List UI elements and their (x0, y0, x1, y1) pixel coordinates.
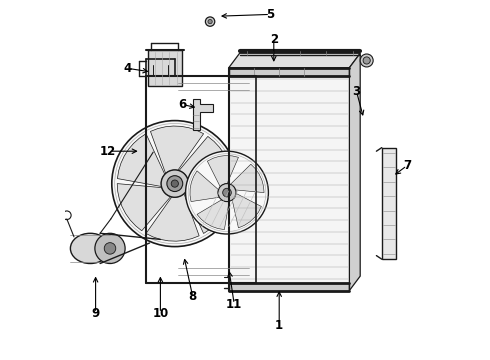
Text: 2: 2 (270, 33, 278, 46)
Polygon shape (232, 193, 261, 228)
Polygon shape (185, 181, 232, 234)
Circle shape (205, 17, 215, 26)
Text: 4: 4 (124, 62, 132, 75)
Polygon shape (349, 53, 360, 291)
Text: 10: 10 (152, 307, 169, 320)
Circle shape (208, 19, 212, 24)
Circle shape (186, 151, 269, 234)
Text: 5: 5 (266, 8, 274, 21)
Circle shape (363, 57, 370, 64)
Polygon shape (197, 200, 229, 230)
Polygon shape (229, 283, 349, 291)
Polygon shape (230, 164, 264, 193)
Text: 3: 3 (352, 85, 361, 98)
Text: 9: 9 (92, 307, 100, 320)
Text: 7: 7 (403, 159, 411, 172)
Circle shape (161, 170, 189, 197)
Circle shape (360, 54, 373, 67)
Polygon shape (382, 148, 396, 259)
Polygon shape (179, 136, 232, 184)
Polygon shape (229, 76, 349, 283)
Circle shape (222, 188, 231, 197)
Polygon shape (229, 68, 349, 76)
Circle shape (95, 233, 125, 264)
Text: 1: 1 (275, 319, 283, 332)
Text: 12: 12 (100, 145, 116, 158)
Polygon shape (193, 99, 213, 130)
Polygon shape (148, 50, 182, 86)
Circle shape (218, 184, 236, 202)
Circle shape (171, 180, 178, 187)
Text: 11: 11 (226, 298, 243, 311)
Circle shape (112, 121, 238, 247)
Text: 8: 8 (189, 291, 197, 303)
Polygon shape (207, 156, 239, 187)
Polygon shape (190, 171, 220, 202)
Polygon shape (117, 184, 171, 231)
Circle shape (167, 176, 183, 192)
Polygon shape (150, 126, 204, 174)
Circle shape (104, 243, 116, 254)
Text: 6: 6 (178, 98, 186, 111)
Polygon shape (146, 194, 199, 241)
Ellipse shape (71, 233, 110, 264)
Polygon shape (118, 134, 165, 186)
Polygon shape (229, 53, 360, 68)
